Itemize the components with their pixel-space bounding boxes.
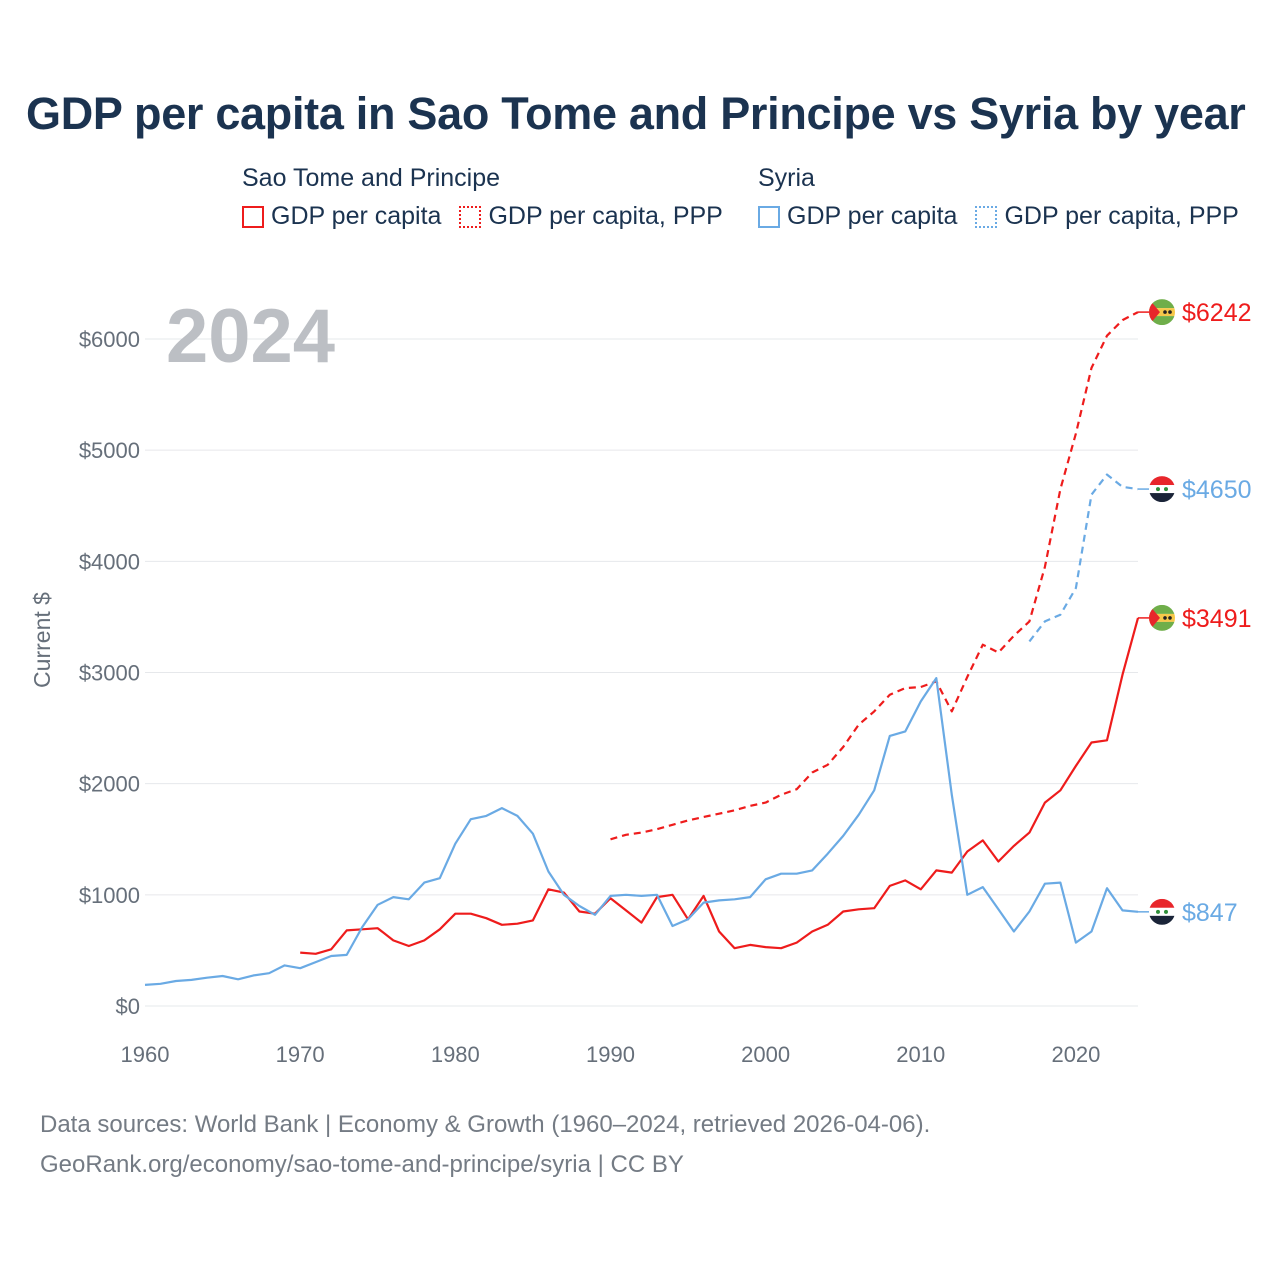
end-value-label: $847 bbox=[1182, 899, 1238, 927]
x-axis-ticks: 1960 1970 1980 1990 2000 2010 2020 bbox=[121, 1042, 1101, 1067]
year-watermark: 2024 bbox=[166, 294, 335, 379]
flag-stripe bbox=[1149, 485, 1175, 494]
flag-star bbox=[1163, 616, 1167, 620]
flag-stripe bbox=[1149, 621, 1175, 631]
flag-stripe bbox=[1149, 308, 1175, 317]
sao-tome-flag-icon bbox=[1149, 299, 1175, 326]
y-tick-label: $0 bbox=[116, 994, 140, 1019]
flag-stripe bbox=[1149, 299, 1175, 309]
end-labels: $3491 $6242 $847 $4650 bbox=[1138, 299, 1252, 927]
series-line bbox=[300, 617, 1140, 955]
x-tick-label: 1970 bbox=[276, 1042, 325, 1067]
y-tick-label: $2000 bbox=[79, 772, 140, 797]
flag-triangle bbox=[1149, 604, 1160, 631]
attribution-link[interactable]: GeoRank.org/economy/sao-tome-and-princip… bbox=[40, 1151, 684, 1178]
flag-star bbox=[1163, 310, 1167, 314]
legend-group-title: Syria bbox=[758, 164, 815, 192]
x-tick-label: 2000 bbox=[741, 1042, 790, 1067]
flag-body bbox=[1149, 299, 1175, 326]
end-value-label: $3491 bbox=[1182, 605, 1252, 633]
x-tick-label: 2020 bbox=[1051, 1042, 1100, 1067]
legend-group-syria: Syria GDP per capita GDP per capita, PPP bbox=[758, 160, 1239, 231]
end-value-label: $6242 bbox=[1182, 299, 1252, 327]
flag-body bbox=[1149, 476, 1175, 503]
flag-body bbox=[1149, 604, 1175, 631]
line-chart: 2024 $0 $1000 $2000 $3000 $4000 $5000 $6000 19… bbox=[29, 294, 1252, 1067]
flag-triangle bbox=[1149, 299, 1160, 326]
y-tick-label: $5000 bbox=[79, 438, 140, 463]
series-line bbox=[1028, 473, 1139, 643]
series-line bbox=[144, 676, 1139, 986]
flag-star bbox=[1168, 616, 1172, 620]
y-tick-label: $4000 bbox=[79, 549, 140, 574]
data-source-text: Data sources: World Bank | Economy & Gro… bbox=[40, 1111, 931, 1138]
end-value-label: $4650 bbox=[1182, 476, 1252, 504]
legend-group-title: Sao Tome and Principe bbox=[242, 164, 501, 192]
sao-tome-flag-icon bbox=[1149, 604, 1175, 631]
legend-item-label: GDP per capita bbox=[787, 202, 958, 230]
legend-item-stp-gdp-ppp[interactable]: GDP per capita, PPP bbox=[459, 202, 723, 231]
x-tick-label: 1980 bbox=[431, 1042, 480, 1067]
flag-star bbox=[1164, 909, 1168, 914]
legend-swatch-dotted-icon bbox=[975, 205, 998, 228]
legend-swatch-solid-icon bbox=[242, 205, 264, 228]
flag-star bbox=[1164, 487, 1168, 492]
legend-item-stp-gdp[interactable]: GDP per capita bbox=[242, 202, 441, 231]
flag-star bbox=[1168, 310, 1172, 314]
flag-stripe bbox=[1149, 493, 1175, 503]
flag-star bbox=[1156, 909, 1160, 914]
legend-group-sao-tome: Sao Tome and Principe GDP per capita GDP… bbox=[242, 160, 723, 231]
y-axis-ticks: $0 $1000 $2000 $3000 $4000 $5000 $6000 bbox=[79, 327, 140, 1019]
y-tick-label: $3000 bbox=[79, 661, 140, 686]
footer: Data sources: World Bank | Economy & Gro… bbox=[40, 1105, 930, 1185]
x-tick-label: 2010 bbox=[896, 1042, 945, 1067]
y-tick-label: $6000 bbox=[79, 327, 140, 352]
flag-stripe bbox=[1149, 613, 1175, 622]
legend-item-syria-gdp-ppp[interactable]: GDP per capita, PPP bbox=[975, 202, 1239, 231]
legend-item-syria-gdp[interactable]: GDP per capita bbox=[758, 202, 957, 231]
flag-stripe bbox=[1149, 907, 1175, 916]
y-tick-label: $1000 bbox=[79, 883, 140, 908]
flag-star bbox=[1156, 487, 1160, 492]
gridlines bbox=[145, 338, 1138, 1007]
chart-title: GDP per capita in Sao Tome and Principe … bbox=[26, 88, 1246, 139]
legend-swatch-dotted-icon bbox=[459, 205, 482, 228]
flag-stripe bbox=[1149, 898, 1175, 908]
legend-item-label: GDP per capita, PPP bbox=[488, 202, 723, 230]
series-line bbox=[610, 311, 1139, 841]
legend-item-label: GDP per capita, PPP bbox=[1004, 202, 1239, 230]
flag-stripe bbox=[1149, 476, 1175, 486]
syria-flag-icon bbox=[1149, 898, 1175, 925]
x-tick-label: 1960 bbox=[121, 1042, 170, 1067]
series-lines bbox=[144, 311, 1140, 986]
y-axis-label: Current $ bbox=[29, 592, 55, 688]
legend-swatch-solid-icon bbox=[758, 205, 780, 228]
flag-stripe bbox=[1149, 915, 1175, 925]
syria-flag-icon bbox=[1149, 476, 1175, 503]
legend-item-label: GDP per capita bbox=[271, 202, 442, 230]
flag-stripe bbox=[1149, 604, 1175, 614]
flag-body bbox=[1149, 898, 1175, 925]
x-tick-label: 1990 bbox=[586, 1042, 635, 1067]
flag-stripe bbox=[1149, 316, 1175, 326]
